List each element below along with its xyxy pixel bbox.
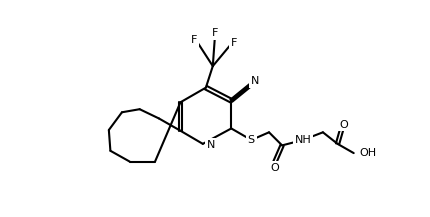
Text: OH: OH: [359, 148, 376, 158]
Text: O: O: [270, 163, 278, 173]
Text: F: F: [212, 28, 218, 38]
Text: O: O: [338, 120, 347, 130]
Text: NH: NH: [294, 135, 310, 145]
Text: N: N: [250, 76, 259, 87]
Text: F: F: [230, 38, 236, 48]
Text: N: N: [206, 140, 215, 150]
Text: F: F: [190, 35, 197, 45]
Text: S: S: [247, 135, 254, 145]
